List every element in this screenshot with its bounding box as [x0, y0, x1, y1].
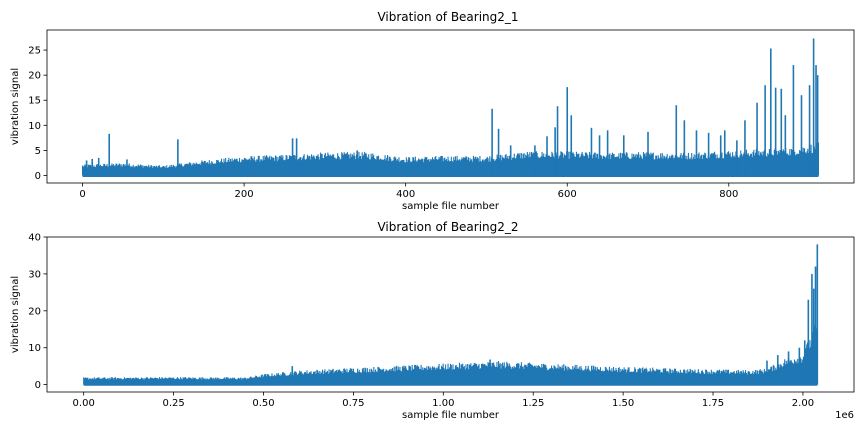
x-tick-label: 0.25 — [162, 398, 184, 409]
y-tick-label: 5 — [35, 146, 41, 157]
x-tick-label: 1.25 — [522, 398, 544, 409]
y-tick-label: 40 — [28, 233, 41, 244]
chart-bearing2-2: Vibration of Bearing2_2 0.00 0.25 0.50 0.75… — [10, 220, 855, 421]
x-tick-label: 1.50 — [612, 398, 634, 409]
y-tick-label: 10 — [28, 343, 41, 354]
chart-title: Vibration of Bearing2_1 — [377, 10, 518, 24]
x-tick-label: 2.00 — [792, 398, 814, 409]
y-tick-label: 0 — [35, 380, 41, 391]
y-axis-label: vibration signal — [10, 68, 21, 145]
y-axis-ticks: 0 5 10 15 20 25 — [28, 46, 47, 182]
x-axis-offset-label: 1e6 — [835, 410, 854, 421]
axes-frame — [46, 29, 855, 184]
y-tick-label: 0 — [35, 171, 41, 182]
x-axis-label: sample file number — [402, 201, 500, 212]
y-axis-ticks: 0 10 20 30 40 — [28, 233, 47, 391]
x-tick-label: 400 — [396, 189, 415, 200]
y-axis-label: vibration signal — [10, 276, 21, 353]
x-tick-label: 0.75 — [342, 398, 364, 409]
x-tick-label: 0.50 — [252, 398, 274, 409]
axes-frame — [46, 236, 855, 393]
signal-body — [82, 158, 819, 177]
plot-area — [83, 244, 819, 386]
y-tick-label: 25 — [28, 46, 41, 57]
x-tick-label: 1.75 — [702, 398, 724, 409]
plot-area — [81, 38, 820, 177]
x-axis-ticks: 0 200 400 600 800 — [79, 183, 738, 200]
x-tick-label: 0.00 — [73, 398, 95, 409]
x-tick-label: 600 — [558, 189, 577, 200]
x-tick-label: 0 — [79, 189, 85, 200]
signal-body — [83, 352, 818, 386]
y-tick-label: 30 — [28, 269, 41, 280]
x-axis-label: sample file number — [402, 410, 500, 421]
x-tick-label: 800 — [719, 189, 738, 200]
y-tick-label: 20 — [28, 71, 41, 82]
vibration-series — [81, 38, 820, 177]
x-tick-label: 200 — [235, 189, 254, 200]
chart-bearing2-1: Vibration of Bearing2_1 0 200 400 600 800 0 5… — [10, 10, 855, 212]
y-tick-label: 15 — [28, 96, 41, 107]
x-axis-ticks: 0.00 0.25 0.50 0.75 1.00 1.25 1.50 1.75 2.00 — [73, 392, 814, 409]
chart-title: Vibration of Bearing2_2 — [377, 220, 518, 234]
y-tick-label: 10 — [28, 121, 41, 132]
x-tick-label: 1.00 — [432, 398, 454, 409]
vibration-series — [83, 244, 819, 386]
y-tick-label: 20 — [28, 306, 41, 317]
